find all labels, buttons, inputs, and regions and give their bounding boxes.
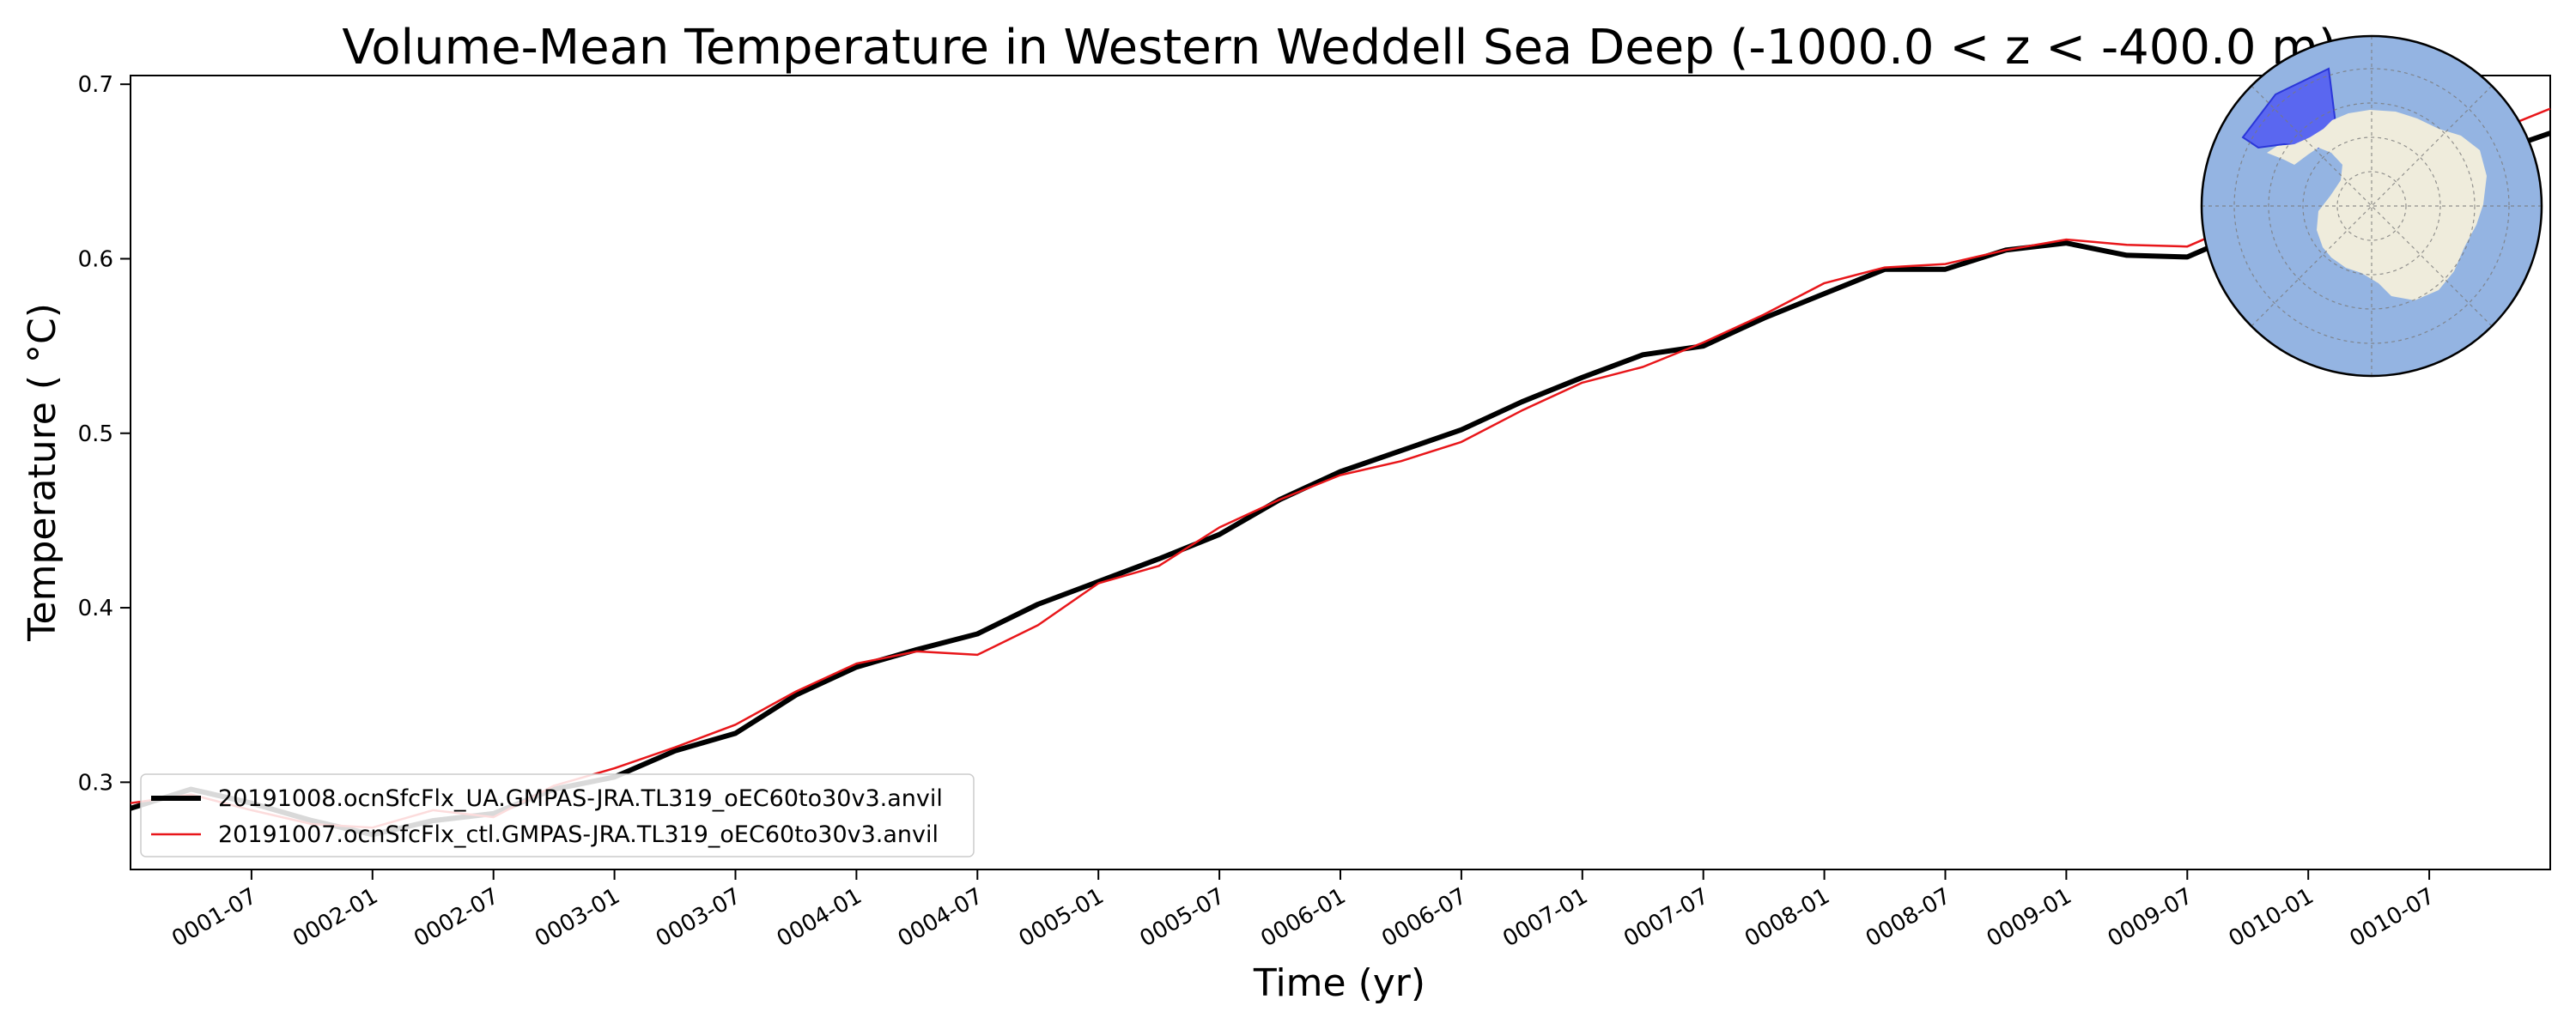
map-graticule [2202, 36, 2542, 376]
x-tick-label: 0002-07 [410, 883, 503, 952]
x-tick-label: 0003-01 [531, 883, 624, 952]
x-tick-label: 0008-01 [1741, 883, 1834, 952]
y-tick-label: 0.5 [78, 421, 113, 447]
antarctic-region-map [2200, 34, 2543, 378]
x-tick-label: 0004-01 [773, 883, 866, 952]
y-tick-label: 0.7 [78, 72, 113, 98]
antarctica-landmass [2267, 110, 2487, 300]
x-tick-label: 0007-01 [1498, 883, 1592, 952]
y-tick-label: 0.4 [78, 596, 113, 621]
x-tick-label: 0005-07 [1136, 883, 1230, 952]
x-tick-label: 0006-01 [1256, 883, 1350, 952]
legend-label-ctl: 20191007.ocnSfcFlx_ctl.GMPAS-JRA.TL319_o… [218, 821, 939, 848]
x-tick-label: 0002-01 [289, 883, 382, 952]
x-tick-label: 0009-01 [1983, 883, 2076, 952]
x-tick-label: 0010-01 [2225, 883, 2318, 952]
x-axis-label: Time (yr) [1253, 961, 1425, 1005]
x-tick-label: 0004-07 [894, 883, 987, 952]
y-tick-label: 0.3 [78, 770, 113, 796]
legend: 20191008.ocnSfcFlx_UA.GMPAS-JRA.TL319_oE… [140, 773, 975, 857]
x-tick-label: 0010-07 [2346, 883, 2439, 952]
x-tick-label: 0008-07 [1862, 883, 1955, 952]
y-axis-ticks: 0.3 0.4 0.5 0.6 0.7 [78, 72, 131, 796]
x-tick-label: 0007-07 [1619, 883, 1713, 952]
legend-box [140, 773, 975, 857]
y-axis-label: Temperature ( °C) [21, 303, 64, 642]
plot-area [130, 75, 2551, 870]
x-tick-label: 0006-07 [1377, 883, 1471, 952]
x-axis-ticks: 0001-07 0002-01 0002-07 0003-01 0003-07 0004-… [167, 869, 2439, 952]
y-tick-label: 0.6 [78, 246, 113, 272]
legend-label-ua: 20191008.ocnSfcFlx_UA.GMPAS-JRA.TL319_oE… [218, 785, 943, 812]
x-tick-label: 0005-01 [1015, 883, 1109, 952]
x-tick-label: 0001-07 [167, 883, 261, 952]
x-tick-label: 0003-07 [652, 883, 745, 952]
map-border [2200, 34, 2543, 378]
chart-title: Volume-Mean Temperature in Western Wedde… [342, 20, 2336, 76]
x-tick-label: 0009-07 [2104, 883, 2197, 952]
